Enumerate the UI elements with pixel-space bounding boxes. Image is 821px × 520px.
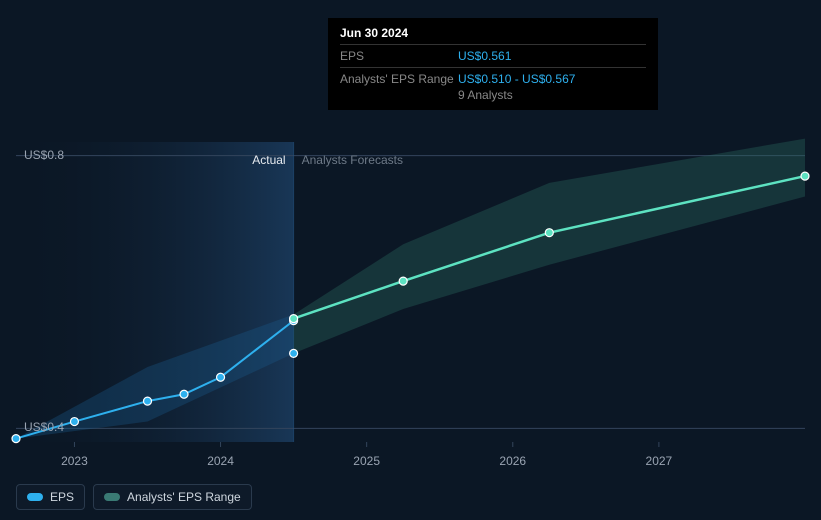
y-axis-label: US$0.8 [24, 148, 64, 162]
x-axis-label: 2023 [54, 454, 94, 468]
eps-chart: Actual Analysts Forecasts US$0.4US$0.8 2… [0, 0, 821, 520]
y-axis-label: US$0.4 [24, 420, 64, 434]
legend-item-eps[interactable]: EPS [16, 484, 85, 510]
tooltip-row-value: US$0.510 - US$0.567 [458, 72, 575, 86]
tooltip-title: Jun 30 2024 [340, 26, 646, 40]
chart-tooltip: Jun 30 2024 EPS US$0.561 Analysts' EPS R… [328, 18, 658, 110]
chart-legend: EPS Analysts' EPS Range [16, 484, 252, 510]
x-axis-label: 2025 [347, 454, 387, 468]
forecast-region-label: Analysts Forecasts [302, 153, 403, 167]
tooltip-sub: 9 Analysts [340, 88, 646, 102]
x-axis-label: 2027 [639, 454, 679, 468]
tooltip-row-value: US$0.561 [458, 49, 511, 63]
x-axis-label: 2026 [493, 454, 533, 468]
legend-swatch-icon [104, 493, 120, 501]
legend-item-label: Analysts' EPS Range [127, 490, 241, 504]
tooltip-row-label: Analysts' EPS Range [340, 72, 458, 86]
x-axis-label: 2024 [201, 454, 241, 468]
legend-item-label: EPS [50, 490, 74, 504]
legend-swatch-icon [27, 493, 43, 501]
tooltip-row-label: EPS [340, 49, 458, 63]
legend-item-range[interactable]: Analysts' EPS Range [93, 484, 252, 510]
